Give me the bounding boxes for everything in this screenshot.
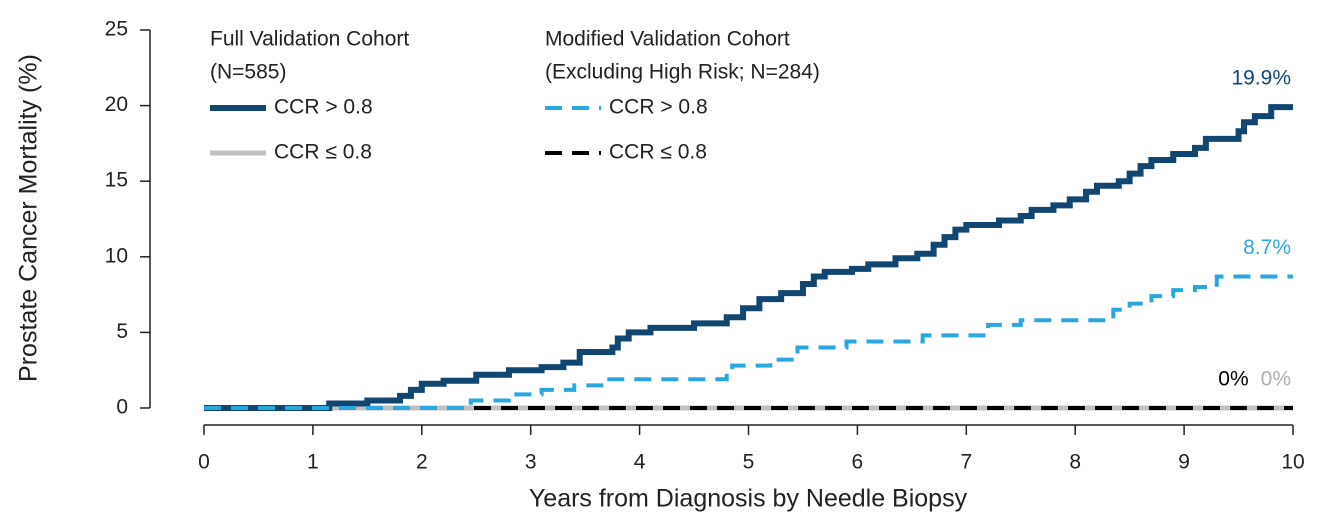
legend-group-subtitle: (Excluding High Risk; N=284) [545,61,820,84]
y-tick-label: 5 [116,320,128,343]
legend-group-subtitle: (N=585) [210,61,286,84]
end-label: 0% [1261,368,1291,391]
legend-label: CCR ≤ 0.8 [274,141,372,164]
x-tick-label: 9 [1178,451,1190,474]
y-tick-label: 20 [105,93,128,116]
series-line [204,274,1293,410]
x-tick-label: 10 [1281,451,1304,474]
y-axis-title: Prostate Cancer Mortality (%) [15,54,43,382]
y-tick-label: 25 [105,18,128,41]
end-label: 19.9% [1231,67,1291,90]
series-line [204,104,1293,411]
legend-group-title: Full Validation Cohort [210,28,409,51]
x-tick-label: 1 [307,451,319,474]
x-axis-title: Years from Diagnosis by Needle Biopsy [529,485,968,513]
x-tick-label: 5 [743,451,755,474]
y-tick-label: 15 [105,169,128,192]
legend-group-title: Modified Validation Cohort [545,28,790,51]
x-tick-label: 4 [634,451,646,474]
end-label: 0% [1218,368,1248,391]
x-tick-label: 8 [1069,451,1081,474]
y-tick-label: 0 [116,396,128,419]
x-tick-label: 7 [960,451,972,474]
x-tick-label: 6 [852,451,864,474]
legend-label: CCR > 0.8 [609,96,708,119]
legend-label: CCR > 0.8 [274,96,373,119]
legend-label: CCR ≤ 0.8 [609,141,707,164]
x-tick-label: 3 [525,451,537,474]
x-tick-label: 2 [416,451,428,474]
x-tick-label: 0 [198,451,210,474]
end-label: 8.7% [1243,236,1291,259]
y-tick-label: 10 [105,244,128,267]
